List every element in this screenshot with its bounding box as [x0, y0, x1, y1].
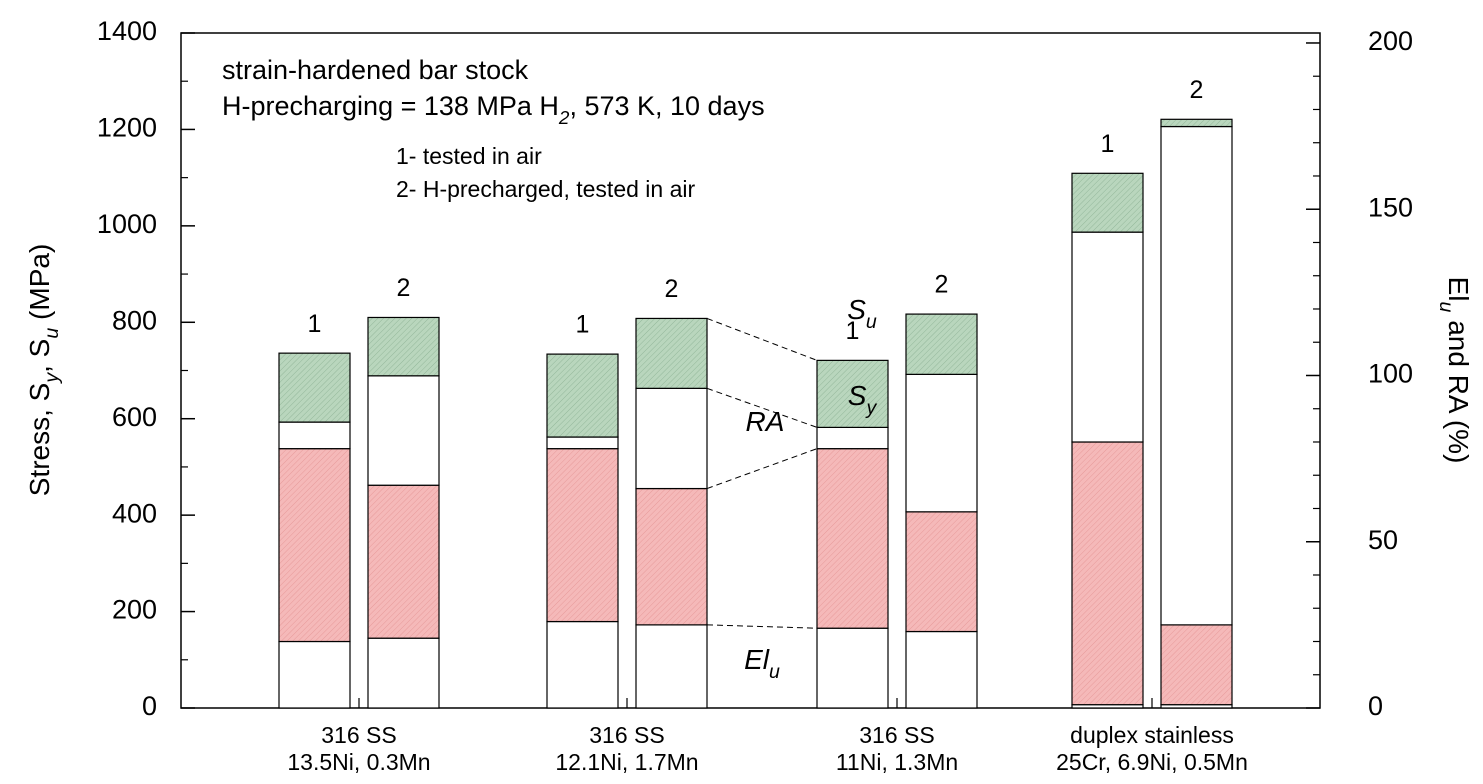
y-tick-label: 600: [112, 402, 157, 432]
bar-segment: [367, 375, 440, 486]
bar-label: 2: [397, 274, 411, 302]
y2-axis-label: Elu and RA (%): [1435, 277, 1474, 464]
bar-segment: [1160, 125, 1233, 626]
text-part: and RA (%): [1443, 312, 1474, 463]
subscript: u: [866, 311, 877, 333]
y2-tick-label: 50: [1368, 525, 1398, 555]
series-label: RA: [746, 406, 785, 437]
series-label: Su: [847, 294, 877, 333]
series-label: Sy: [848, 380, 878, 419]
text-part: RA: [746, 406, 785, 437]
x-tick-label: 13.5Ni, 0.3Mn: [287, 749, 430, 775]
text-part: H-precharging = 138 MPa H: [222, 91, 559, 121]
bar-label: 1: [308, 310, 322, 338]
bar-label: 2: [935, 271, 949, 299]
subscript: u: [1435, 302, 1457, 313]
bar-segment: [546, 448, 619, 623]
text-part: El: [744, 644, 770, 675]
connector: [706, 448, 818, 490]
x-tick-label: 316 SS: [589, 722, 664, 748]
bar-segment: [905, 373, 978, 513]
text-part: Stress, S: [24, 383, 55, 497]
x-tick-label: duplex stainless: [1070, 722, 1234, 748]
text-part: (MPa): [24, 244, 55, 328]
bar-segment: [278, 640, 351, 709]
bar-segment: [635, 317, 708, 389]
bar-segment: [278, 352, 351, 423]
bar-segment: [816, 627, 889, 709]
y2-tick-label: 150: [1368, 192, 1413, 222]
bar-segment: [905, 630, 978, 709]
y-tick-label: 1400: [97, 16, 157, 46]
bar-segment: [1071, 231, 1144, 443]
bar-segment: [1160, 624, 1233, 706]
y2-tick-label: 100: [1368, 359, 1413, 389]
y2-tick-label: 0: [1368, 691, 1383, 721]
plot-frame: [180, 32, 1321, 709]
text-part: , S: [24, 339, 55, 373]
y-tick-label: 1200: [97, 113, 157, 143]
text-part: , 573 K, 10 days: [569, 91, 764, 121]
bar-label: 2: [1190, 76, 1204, 104]
x-tick-label: 12.1Ni, 1.7Mn: [555, 749, 698, 775]
x-tick-label: 316 SS: [321, 722, 396, 748]
bar-segment: [905, 511, 978, 633]
x-tick-label: 316 SS: [859, 722, 934, 748]
subscript: y: [41, 372, 63, 385]
y-tick-label: 200: [112, 595, 157, 625]
bar-label: 2: [665, 275, 679, 303]
bar-label: 1: [576, 311, 590, 339]
subscript: 2: [558, 108, 570, 129]
bar-segment: [546, 620, 619, 709]
x-tick-label: 25Cr, 6.9Ni, 0.5Mn: [1056, 749, 1248, 775]
note: H-precharging = 138 MPa H2, 573 K, 10 da…: [222, 91, 765, 128]
subscript: u: [41, 328, 63, 339]
subscript: y: [864, 397, 877, 419]
connector: [706, 317, 818, 361]
bar-segment: [816, 426, 889, 450]
bar-label: 1: [846, 317, 860, 345]
bar-segment: [1071, 172, 1144, 233]
bar-segment: [1071, 441, 1144, 706]
text-part: S: [848, 380, 867, 411]
bar-segment: [367, 637, 440, 709]
bar-segment: [546, 353, 619, 438]
bar-segment: [635, 487, 708, 626]
note: strain-hardened bar stock: [222, 55, 529, 85]
text-part: El: [1443, 277, 1474, 302]
bar-segment: [367, 484, 440, 639]
y-axis-label: Stress, Sy, Su (MPa): [24, 244, 63, 497]
bar-segment: [816, 359, 889, 428]
legend-text: 1- tested in air: [396, 143, 542, 169]
connector: [706, 624, 818, 629]
text-part: S: [847, 294, 866, 325]
bar-segment: [546, 436, 619, 450]
y2-tick-label: 200: [1368, 26, 1413, 56]
bar-segment: [367, 316, 440, 377]
x-tick-label: 11Ni, 1.3Mn: [836, 749, 958, 775]
text-part: strain-hardened bar stock: [222, 55, 529, 85]
bar-segment: [905, 313, 978, 375]
bar-segment: [816, 448, 889, 629]
y-tick-label: 1000: [97, 209, 157, 239]
bar-segment: [278, 421, 351, 450]
bar-segment: [635, 624, 708, 709]
bar-segment: [278, 448, 351, 643]
legend-text: 2- H-precharged, tested in air: [396, 176, 695, 202]
bar-label: 1: [1101, 130, 1115, 158]
subscript: u: [769, 661, 780, 683]
bar-segment: [635, 387, 708, 490]
y-tick-label: 400: [112, 498, 157, 528]
bar-segment: [1160, 118, 1233, 128]
y-tick-label: 800: [112, 305, 157, 335]
y-tick-label: 0: [142, 691, 157, 721]
series-label: Elu: [744, 644, 780, 683]
